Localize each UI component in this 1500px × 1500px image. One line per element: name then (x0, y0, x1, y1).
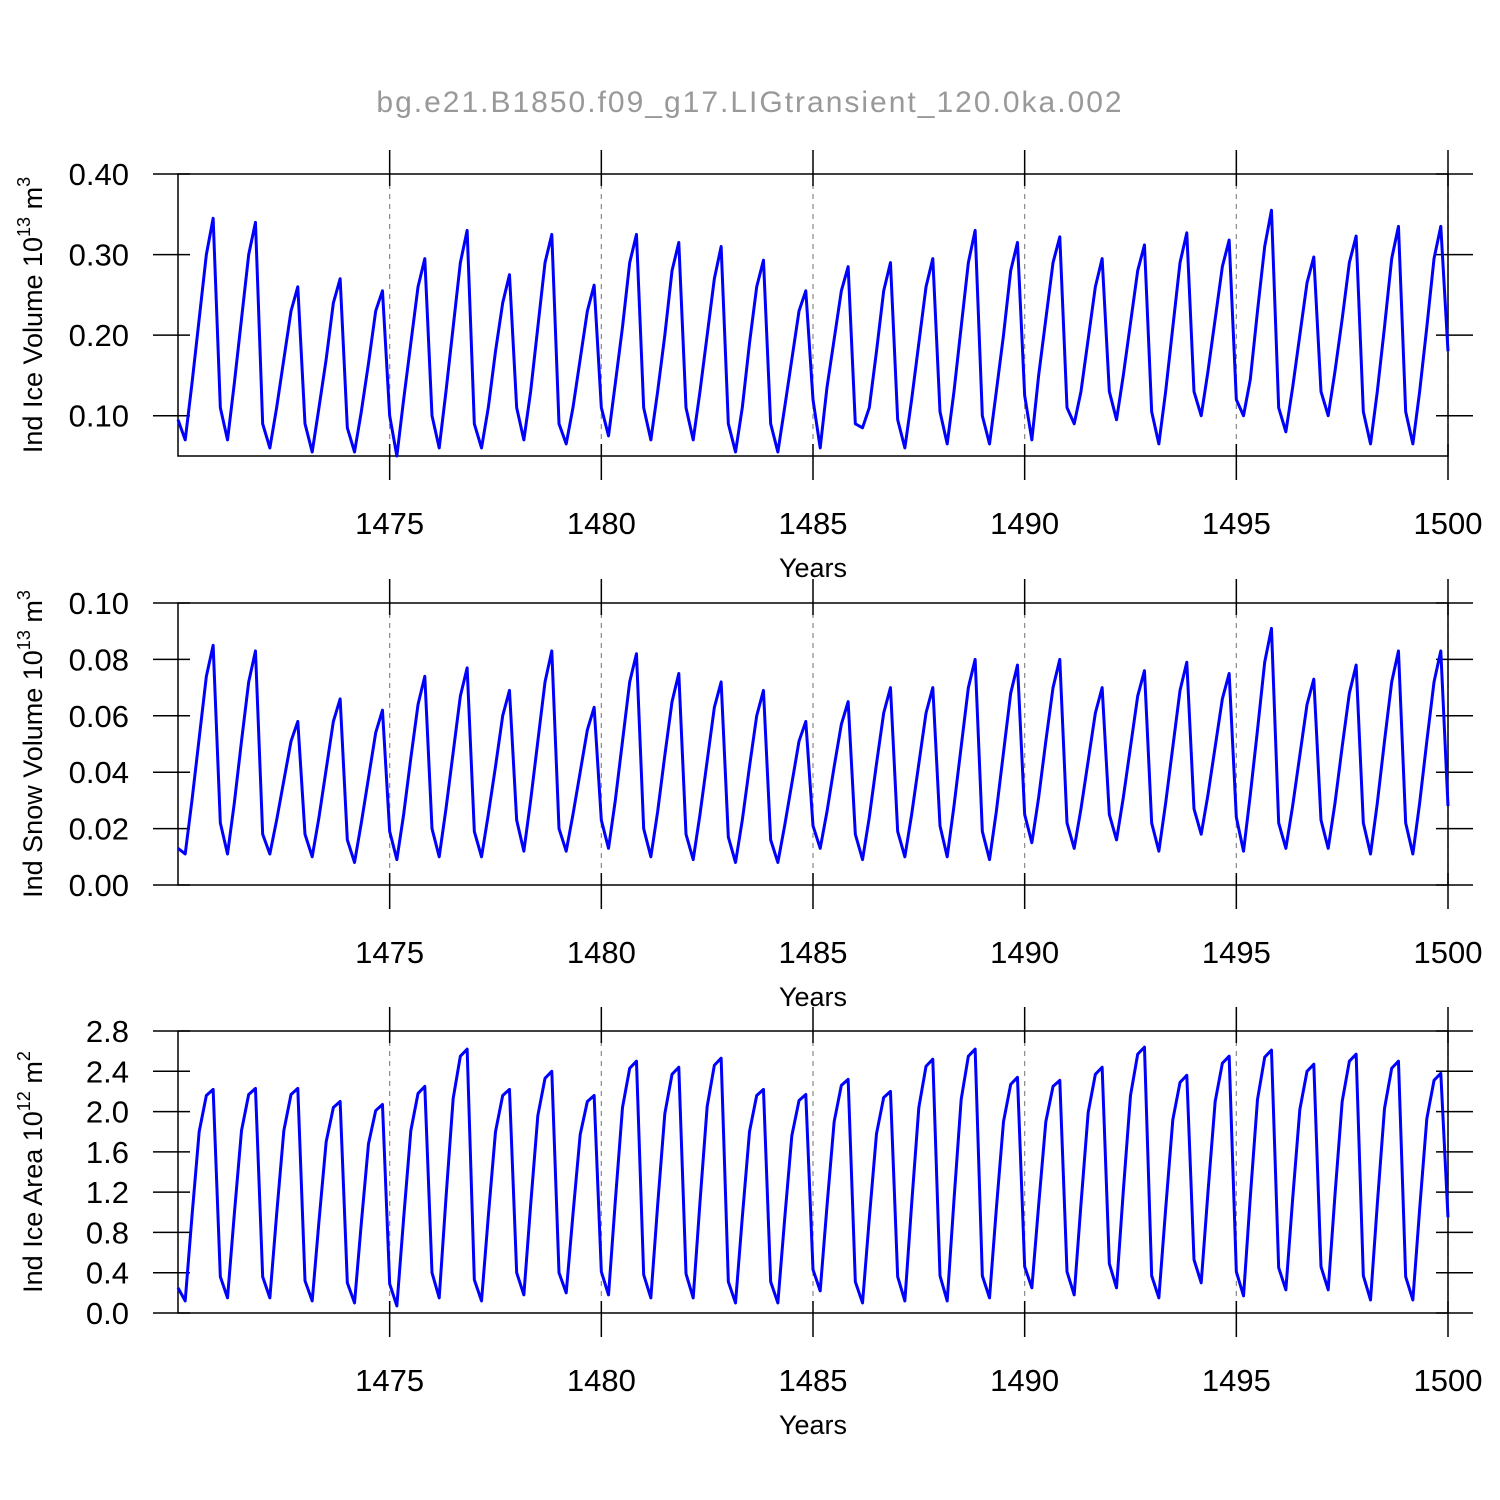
y-axis-label: Ind Ice Area 1012 m2 (14, 1051, 48, 1293)
y-tick-label: 0.10 (69, 586, 129, 621)
y-axis-label-part: 12 (14, 1091, 34, 1111)
plot-frame (177, 173, 1449, 457)
x-tick-label: 1480 (567, 506, 636, 541)
y-tick-label: 0.10 (69, 399, 129, 434)
plot-frame (177, 602, 1449, 886)
y-axis-label: Ind Ice Volume 1013 m3 (14, 177, 48, 453)
x-tick-label: 1485 (779, 506, 848, 541)
y-tick-label: 1.2 (86, 1175, 129, 1210)
x-tick-label: 1480 (567, 1363, 636, 1398)
y-tick-label: 0.4 (86, 1256, 129, 1291)
x-axis-label: Years (779, 553, 847, 583)
x-tick-label: 1475 (355, 1363, 424, 1398)
figure-title: bg.e21.B1850.f09_g17.LIGtransient_120.0k… (376, 86, 1123, 119)
y-axis-label-part: Ind Ice Area 10 (18, 1111, 48, 1293)
x-tick-label: 1485 (779, 1363, 848, 1398)
y-tick-label: 0.06 (69, 699, 129, 734)
x-tick-label: 1495 (1202, 506, 1271, 541)
y-tick-label: 0.20 (69, 318, 129, 353)
y-axis-label-part: 13 (14, 217, 34, 237)
x-tick-label: 1490 (990, 935, 1059, 970)
y-axis-label-part: 3 (14, 177, 34, 187)
y-tick-label: 2.4 (86, 1054, 129, 1089)
y-tick-label: 0.04 (69, 755, 129, 790)
x-axis-label: Years (779, 1410, 847, 1440)
y-axis-label-part: 2 (14, 1051, 34, 1061)
y-tick-label: 0.8 (86, 1215, 129, 1250)
data-line (176, 1045, 1450, 1308)
x-tick-label: 1485 (779, 935, 848, 970)
x-tick-label: 1500 (1414, 1363, 1483, 1398)
y-axis-label: Ind Snow Volume 1013 m3 (14, 590, 48, 898)
y-axis-label-part: m (18, 600, 48, 630)
y-tick-label: 0.08 (69, 642, 129, 677)
y-axis-label-part: 13 (14, 630, 34, 650)
x-tick-label: 1495 (1202, 1363, 1271, 1398)
y-tick-label: 0.02 (69, 812, 129, 847)
y-tick-label: 1.6 (86, 1135, 129, 1170)
y-axis-label-part: Ind Snow Volume 10 (18, 650, 48, 898)
y-axis-label-part: m (18, 187, 48, 217)
y-tick-label: 2.8 (86, 1014, 129, 1049)
y-tick-label: 0.0 (86, 1296, 129, 1331)
y-tick-label: 0.40 (69, 157, 129, 192)
x-tick-label: 1500 (1414, 935, 1483, 970)
data-line (177, 626, 1450, 864)
y-axis-label-part: m (18, 1061, 48, 1091)
data-line (176, 208, 1450, 458)
y-tick-label: 0.30 (69, 238, 129, 273)
x-tick-label: 1490 (990, 1363, 1059, 1398)
x-tick-label: 1480 (567, 935, 636, 970)
plot-frame (177, 1030, 1449, 1314)
y-tick-label: 0.00 (69, 868, 129, 903)
x-tick-label: 1490 (990, 506, 1059, 541)
y-axis-label-part: 3 (14, 590, 34, 600)
x-tick-label: 1475 (355, 506, 424, 541)
y-tick-label: 2.0 (86, 1095, 129, 1130)
x-tick-label: 1475 (355, 935, 424, 970)
y-axis-label-part: Ind Ice Volume 10 (18, 237, 48, 453)
x-tick-label: 1495 (1202, 935, 1271, 970)
x-tick-label: 1500 (1414, 506, 1483, 541)
